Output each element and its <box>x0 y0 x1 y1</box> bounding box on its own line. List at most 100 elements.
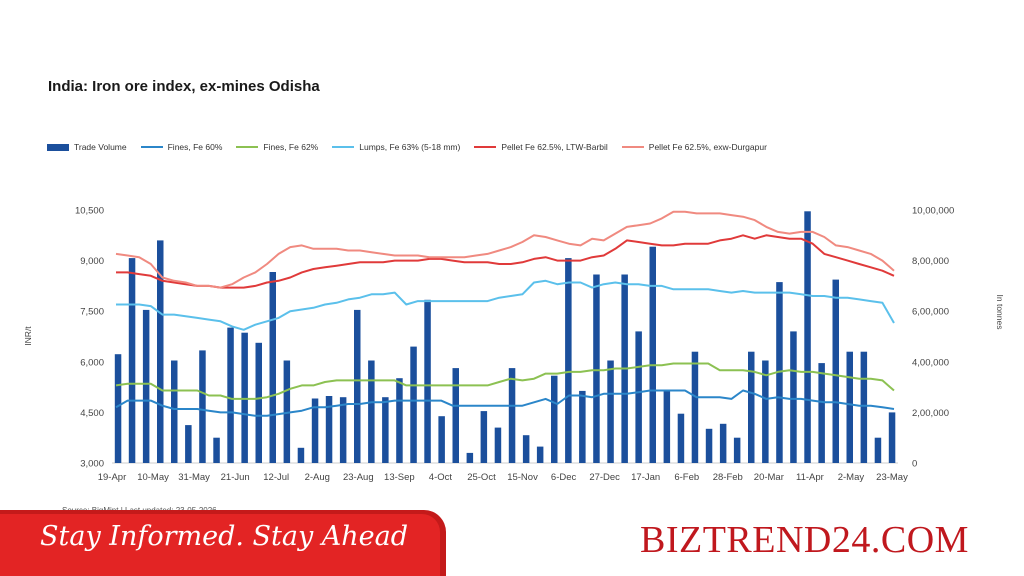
legend-label: Lumps, Fe 63% (5-18 mm) <box>359 142 461 152</box>
chart-title: India: Iron ore index, ex-mines Odisha <box>48 78 320 95</box>
y-left-tick-label: 7,500 <box>80 307 104 318</box>
x-tick-label: 23-Aug <box>343 472 374 483</box>
y-right-tick-label: 8,00,000 <box>912 256 949 267</box>
bar-trade-volume <box>227 327 234 463</box>
x-tick-label: 27-Dec <box>589 472 620 483</box>
x-tick-label: 2-May <box>838 472 865 483</box>
banner-tagline: Stay Informed. Stay Ahead <box>40 521 409 552</box>
bar-trade-volume <box>171 360 178 463</box>
bar-trade-volume <box>719 423 727 463</box>
y-left-axis-title: INR/t <box>23 326 33 346</box>
bar-trade-volume <box>705 428 713 463</box>
x-tick-label: 13-Sep <box>384 472 415 483</box>
legend-item: Lumps, Fe 63% (5-18 mm) <box>332 142 460 152</box>
bar-trade-volume <box>860 351 868 463</box>
y-right-tick-label: 4,00,000 <box>912 357 949 368</box>
bar-trade-volume <box>888 412 896 463</box>
bar-trade-volume <box>297 447 305 463</box>
legend-item: Pellet Fe 62.5%, LTW-Barbil <box>474 142 608 152</box>
bar-trade-volume <box>804 211 811 463</box>
bar-trade-volume <box>452 368 459 463</box>
x-tick-label: 6-Dec <box>551 472 577 483</box>
bar-trade-volume <box>114 354 122 463</box>
legend-label: Pellet Fe 62.5%, LTW-Barbil <box>501 142 608 152</box>
legend-label: Fines, Fe 60% <box>167 142 223 152</box>
bar-trade-volume <box>382 397 389 463</box>
bar-trade-volume <box>283 360 291 463</box>
legend-label: Pellet Fe 62.5%, exw-Durgapur <box>648 142 767 152</box>
bar-trade-volume <box>213 437 220 463</box>
bar-trade-volume <box>551 375 558 463</box>
x-tick-label: 28-Feb <box>713 472 743 483</box>
bar-trade-volume <box>424 299 431 463</box>
bar-trade-volume <box>480 411 488 463</box>
bar-trade-volume <box>874 437 882 463</box>
bar-trade-volume <box>522 435 530 463</box>
line-fines-fe60 <box>115 389 895 417</box>
x-tick-label: 10-May <box>137 472 169 483</box>
bar-trade-volume <box>536 446 544 463</box>
banner-brand[interactable]: BIZTREND24.COM <box>640 519 969 561</box>
x-tick-label: 11-Apr <box>796 472 824 483</box>
bar-trade-volume <box>494 427 502 463</box>
bar-trade-volume <box>846 351 853 463</box>
legend-item: Pellet Fe 62.5%, exw-Durgapur <box>621 142 767 152</box>
x-tick-label: 25-Oct <box>467 472 496 483</box>
y-left-tick-label: 4,500 <box>80 408 104 419</box>
bar-trade-volume <box>508 368 516 463</box>
banner-right <box>446 514 1024 576</box>
bar-trade-volume <box>733 437 741 463</box>
x-tick-label: 19-Apr <box>98 472 127 483</box>
bar-trade-volume <box>339 397 347 463</box>
chart-svg: 3,000 4,500 6,000 7,500 9,000 10,500 0 2,00,000… <box>23 206 1005 484</box>
bar-trade-volume <box>325 396 333 463</box>
legend-swatch <box>236 146 259 148</box>
bar-trade-volume <box>790 331 797 463</box>
y-right-tick-label: 2,00,000 <box>912 408 949 419</box>
y-left-tick-label: 10,500 <box>75 206 104 217</box>
bar-trade-volume <box>649 246 656 463</box>
legend-swatch <box>140 146 163 148</box>
bar-trade-volume <box>607 360 614 463</box>
line-fines-fe62 <box>115 362 895 400</box>
legend-item: Fines, Fe 62% <box>236 142 318 152</box>
bar-trade-volume <box>579 390 586 463</box>
banner-left <box>0 514 440 576</box>
bar-trade-volume <box>157 240 164 463</box>
x-tick-label: 6-Feb <box>674 472 699 483</box>
bar-trade-volume <box>185 425 192 463</box>
legend-item: Fines, Fe 60% <box>140 142 223 152</box>
legend-item: Trade Volume <box>47 142 127 152</box>
bar-trade-volume <box>635 331 642 463</box>
line-pellet-durgapur <box>115 210 895 289</box>
line-pellet-barbil <box>116 234 895 289</box>
y-left-tick-label: 3,000 <box>80 459 104 470</box>
bar-trade-volume <box>354 309 361 463</box>
bar-trade-volume <box>593 274 600 463</box>
bar-trade-volume <box>691 351 699 463</box>
bar-trade-volume <box>269 272 276 463</box>
bar-trade-volume <box>565 258 572 463</box>
bar-trade-volume <box>368 360 375 463</box>
bar-trade-volume <box>241 332 248 463</box>
x-tick-label: 20-Mar <box>754 472 784 483</box>
bar-trade-volume <box>199 350 206 463</box>
chart-legend: Trade Volume Fines, Fe 60% Fines, Fe 62% Lu… <box>47 140 781 154</box>
bar-trade-volume <box>466 452 474 463</box>
y-left-tick-label: 9,000 <box>80 256 104 267</box>
x-tick-label: 12-Jul <box>263 472 289 483</box>
bar-trade-volume <box>677 413 685 463</box>
bar-trade-volume <box>255 342 262 463</box>
legend-label: Trade Volume <box>74 142 127 152</box>
y-right-tick-label: 10,00,000 <box>912 206 954 217</box>
y-right-tick-label: 0 <box>912 459 917 470</box>
x-tick-label: 15-Nov <box>507 472 538 483</box>
bar-trade-volume <box>832 279 839 463</box>
legend-swatch <box>332 146 355 148</box>
x-tick-label: 23-May <box>876 472 908 483</box>
bar-trade-volume <box>663 390 671 463</box>
x-tick-label: 21-Jun <box>221 472 250 483</box>
bar-trade-volume <box>410 346 417 463</box>
bar-trade-volume <box>142 309 150 463</box>
bar-trade-volume <box>438 416 445 463</box>
